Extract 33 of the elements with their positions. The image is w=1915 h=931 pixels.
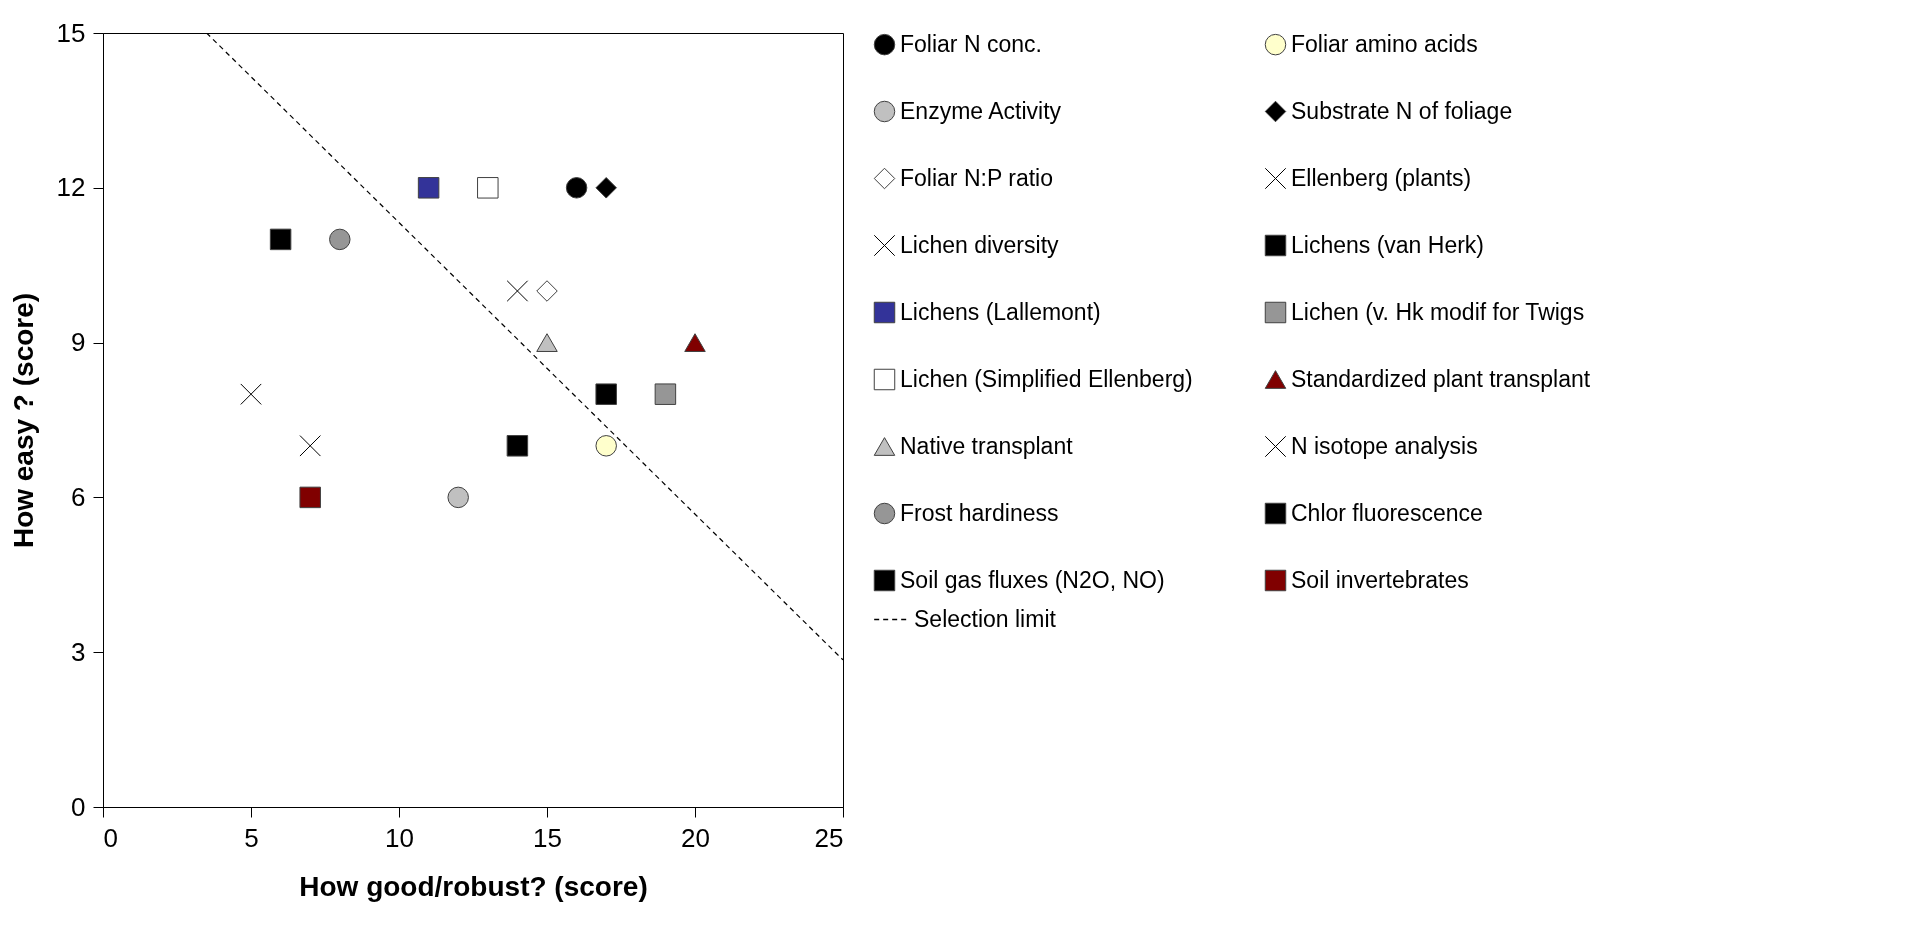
legend-label: Lichen diversity (900, 231, 1060, 258)
legend-label: Lichen (v. Hk modif for Twigs (1291, 298, 1585, 325)
legend-label: Native transplant (900, 432, 1074, 459)
y-axis-title: How easy ? (score) (7, 292, 39, 549)
x-tick-label: 0 (103, 822, 118, 853)
legend-label: Enzyme Activity (900, 97, 1062, 124)
legend-label: Soil invertebrates (1291, 566, 1469, 593)
y-tick-label: 6 (71, 481, 86, 512)
legend-label: N isotope analysis (1291, 432, 1478, 459)
legend-label: Foliar amino acids (1291, 30, 1478, 57)
x-tick-label: 5 (244, 822, 259, 853)
x-axis-title: How good/robust? (score) (299, 870, 648, 902)
legend-label: Lichens (Lallemont) (900, 298, 1101, 325)
y-tick-label: 0 (71, 791, 86, 822)
y-tick-label: 15 (56, 17, 86, 48)
x-tick-label: 15 (533, 822, 562, 853)
legend-label: Soil gas fluxes (N2O, NO) (900, 566, 1165, 593)
y-tick-label: 12 (56, 172, 86, 203)
legend-label: Ellenberg (plants) (1291, 164, 1472, 191)
legend-label: Foliar N:P ratio (900, 164, 1053, 191)
x-tick-label: 20 (681, 822, 710, 853)
legend-label: Substrate N of foliage (1291, 97, 1513, 124)
legend-label: Selection limit (914, 605, 1057, 632)
legend-label: Lichen (Simplified Ellenberg) (900, 365, 1193, 392)
y-tick-label: 9 (71, 327, 86, 358)
legend-label: Standardized plant transplant (1291, 365, 1591, 392)
x-tick-label: 25 (814, 822, 844, 853)
x-tick-label: 10 (385, 822, 414, 853)
y-tick-label: 3 (71, 636, 86, 667)
legend-label: Lichens (van Herk) (1291, 231, 1485, 258)
legend-label: Chlor fluorescence (1291, 499, 1483, 526)
legend-label: Frost hardiness (900, 499, 1059, 526)
legend-label: Foliar N conc. (900, 30, 1042, 57)
